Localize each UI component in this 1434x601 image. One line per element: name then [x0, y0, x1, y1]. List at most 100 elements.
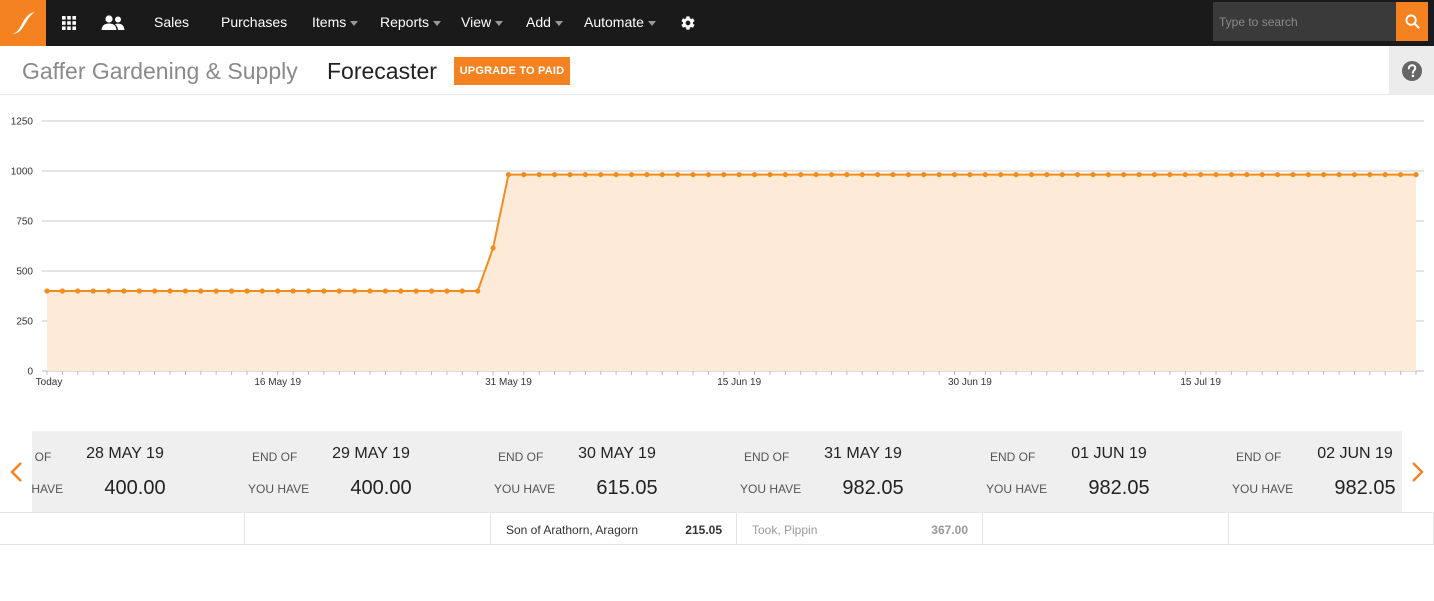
- data-point[interactable]: [1044, 171, 1050, 178]
- data-point[interactable]: [428, 288, 435, 294]
- data-point[interactable]: [905, 171, 911, 178]
- data-point[interactable]: [536, 171, 542, 178]
- data-point[interactable]: [244, 288, 250, 294]
- help-button[interactable]: [1389, 46, 1434, 95]
- day-card[interactable]: END OF 01 JUN 19 YOU HAVE 982.05: [966, 431, 1212, 512]
- search-input[interactable]: [1213, 2, 1396, 41]
- data-point[interactable]: [1136, 171, 1142, 178]
- data-point[interactable]: [798, 171, 804, 178]
- data-point[interactable]: [90, 288, 96, 294]
- data-point[interactable]: [736, 171, 742, 178]
- data-point[interactable]: [1105, 171, 1111, 178]
- data-point[interactable]: [721, 171, 727, 178]
- data-point[interactable]: [705, 171, 712, 178]
- data-point[interactable]: [1259, 171, 1265, 178]
- data-point[interactable]: [998, 171, 1004, 178]
- data-point[interactable]: [1305, 171, 1311, 178]
- day-card[interactable]: END OF 31 MAY 19 YOU HAVE 982.05: [720, 431, 966, 512]
- data-point[interactable]: [1059, 171, 1065, 178]
- day-card[interactable]: END OF 30 MAY 19 YOU HAVE 615.05: [474, 431, 720, 512]
- data-point[interactable]: [382, 288, 388, 294]
- data-point[interactable]: [182, 288, 189, 294]
- data-point[interactable]: [1121, 171, 1127, 178]
- data-point[interactable]: [921, 171, 927, 178]
- data-point[interactable]: [490, 245, 496, 251]
- nav-reports[interactable]: Reports: [380, 0, 442, 46]
- data-point[interactable]: [228, 288, 235, 294]
- data-point[interactable]: [413, 288, 419, 294]
- data-point[interactable]: [352, 288, 358, 294]
- data-point[interactable]: [951, 171, 958, 178]
- data-point[interactable]: [751, 171, 758, 178]
- data-point[interactable]: [582, 171, 588, 178]
- data-point[interactable]: [444, 288, 450, 294]
- nav-add[interactable]: Add: [526, 0, 563, 46]
- data-point[interactable]: [1244, 171, 1250, 178]
- nav-items[interactable]: Items: [312, 0, 359, 46]
- data-point[interactable]: [44, 288, 50, 294]
- data-point[interactable]: [521, 171, 527, 178]
- data-point[interactable]: [275, 288, 281, 294]
- data-point[interactable]: [1090, 171, 1096, 178]
- data-point[interactable]: [659, 171, 665, 178]
- data-point[interactable]: [505, 171, 512, 178]
- data-point[interactable]: [767, 171, 773, 178]
- data-point[interactable]: [136, 288, 142, 294]
- data-point[interactable]: [1075, 171, 1081, 178]
- data-point[interactable]: [552, 171, 558, 178]
- data-point[interactable]: [567, 171, 573, 178]
- data-point[interactable]: [859, 171, 865, 178]
- data-point[interactable]: [890, 171, 896, 178]
- data-point[interactable]: [1013, 171, 1019, 178]
- data-point[interactable]: [1274, 171, 1281, 178]
- data-point[interactable]: [1413, 171, 1419, 178]
- data-point[interactable]: [290, 288, 296, 294]
- data-point[interactable]: [1213, 171, 1219, 178]
- data-point[interactable]: [475, 288, 481, 294]
- data-point[interactable]: [167, 288, 173, 294]
- search-button[interactable]: [1396, 2, 1428, 41]
- brand-logo-icon[interactable]: [0, 0, 46, 46]
- data-point[interactable]: [1028, 171, 1035, 178]
- data-point[interactable]: [1367, 171, 1373, 178]
- data-point[interactable]: [1182, 171, 1188, 178]
- data-point[interactable]: [336, 288, 342, 294]
- data-point[interactable]: [459, 288, 465, 294]
- nav-purchases[interactable]: Purchases: [221, 14, 288, 30]
- data-point[interactable]: [105, 288, 112, 294]
- data-point[interactable]: [675, 171, 681, 178]
- upgrade-button[interactable]: UPGRADE TO PAID: [454, 57, 570, 85]
- data-point[interactable]: [1167, 171, 1173, 178]
- apps-grid-icon[interactable]: [58, 0, 80, 46]
- nav-view[interactable]: View: [461, 0, 504, 46]
- data-point[interactable]: [613, 171, 619, 178]
- data-point[interactable]: [1382, 171, 1388, 178]
- people-icon[interactable]: [100, 0, 126, 46]
- prev-button[interactable]: [0, 431, 32, 512]
- data-point[interactable]: [1151, 171, 1158, 178]
- data-point[interactable]: [936, 171, 942, 178]
- data-point[interactable]: [152, 288, 158, 294]
- data-point[interactable]: [967, 171, 973, 178]
- day-card[interactable]: END OF 02 JUN 19 YOU HAVE 982.05: [1212, 431, 1434, 512]
- data-point[interactable]: [59, 288, 65, 294]
- data-point[interactable]: [1321, 171, 1327, 178]
- transaction-cell[interactable]: Took, Pippin 367.00: [737, 513, 983, 545]
- data-point[interactable]: [875, 171, 881, 178]
- data-point[interactable]: [828, 171, 835, 178]
- data-point[interactable]: [1351, 171, 1358, 178]
- data-point[interactable]: [398, 288, 404, 294]
- data-point[interactable]: [690, 171, 696, 178]
- data-point[interactable]: [321, 288, 327, 294]
- day-card[interactable]: END OF 29 MAY 19 YOU HAVE 400.00: [228, 431, 474, 512]
- data-point[interactable]: [813, 171, 819, 178]
- data-point[interactable]: [644, 171, 650, 178]
- next-button[interactable]: [1402, 431, 1434, 512]
- data-point[interactable]: [1336, 171, 1342, 178]
- data-point[interactable]: [213, 288, 219, 294]
- transaction-cell[interactable]: Son of Arathorn, Aragorn 215.05: [491, 513, 737, 545]
- data-point[interactable]: [259, 288, 265, 294]
- data-point[interactable]: [75, 288, 81, 294]
- data-point[interactable]: [782, 171, 788, 178]
